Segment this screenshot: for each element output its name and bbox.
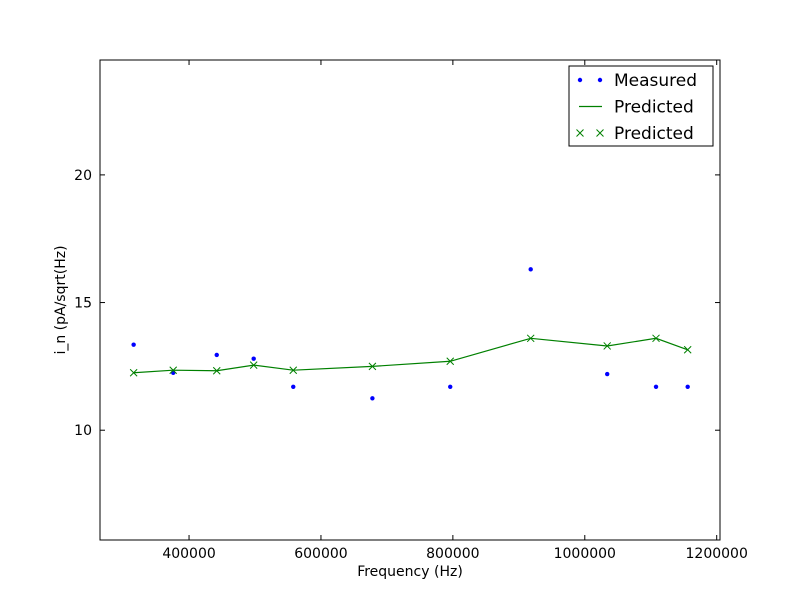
x-tick-label-3: 1000000 [554,546,616,562]
legend-x-swatch-0 [576,129,584,137]
x-marker-2-4 [289,366,298,375]
x-tick-label-1: 600000 [294,546,347,562]
x-marker-2-6 [446,357,455,366]
data-point-0-5 [370,396,375,401]
y-axis-label: i_n (pA/sqrt(Hz) [53,245,69,354]
data-point-0-7 [528,267,533,272]
data-point-0-0 [131,342,136,347]
x-marker-2-2 [212,366,221,375]
legend-dot-a [577,77,583,83]
legend: Measured Predicted Predicted [568,65,714,147]
x-marker-2-3 [249,361,258,369]
data-point-0-10 [685,384,690,390]
data-point-0-9 [653,384,659,390]
y-tick-label-1: 15 [74,296,92,312]
legend-label-1: Predicted [614,98,694,118]
axes: 400000 600000 800000 1000000 1200000 10 15 20 [74,59,748,562]
legend-label-0: Measured [614,71,697,91]
legend-dot-b [597,77,603,83]
y-tick-label-0: 10 [74,423,92,439]
plot-area [129,267,692,401]
x-marker-2-5 [368,362,377,371]
x-axis-label: Frequency (Hz) [357,564,463,580]
x-marker-2-8 [603,342,612,350]
data-point-0-8 [605,371,610,377]
data-point-0-2 [214,352,219,358]
x-marker-2-7 [526,334,535,343]
x-marker-2-10 [683,345,692,354]
data-point-0-3 [251,356,256,361]
data-point-0-4 [291,384,296,390]
x-marker-2-0 [129,368,138,377]
x-marker-2-1 [169,366,178,375]
legend-x-swatch-1 [596,129,604,137]
y-tick-label-2: 20 [74,168,92,184]
axes-frame [99,59,721,541]
x-tick-label-2: 800000 [426,546,479,562]
x-tick-label-4: 1200000 [686,546,748,562]
legend-label-2: Predicted [614,124,694,144]
x-tick-label-0: 400000 [162,546,215,562]
data-point-0-6 [448,384,453,390]
x-marker-2-9 [652,334,660,343]
